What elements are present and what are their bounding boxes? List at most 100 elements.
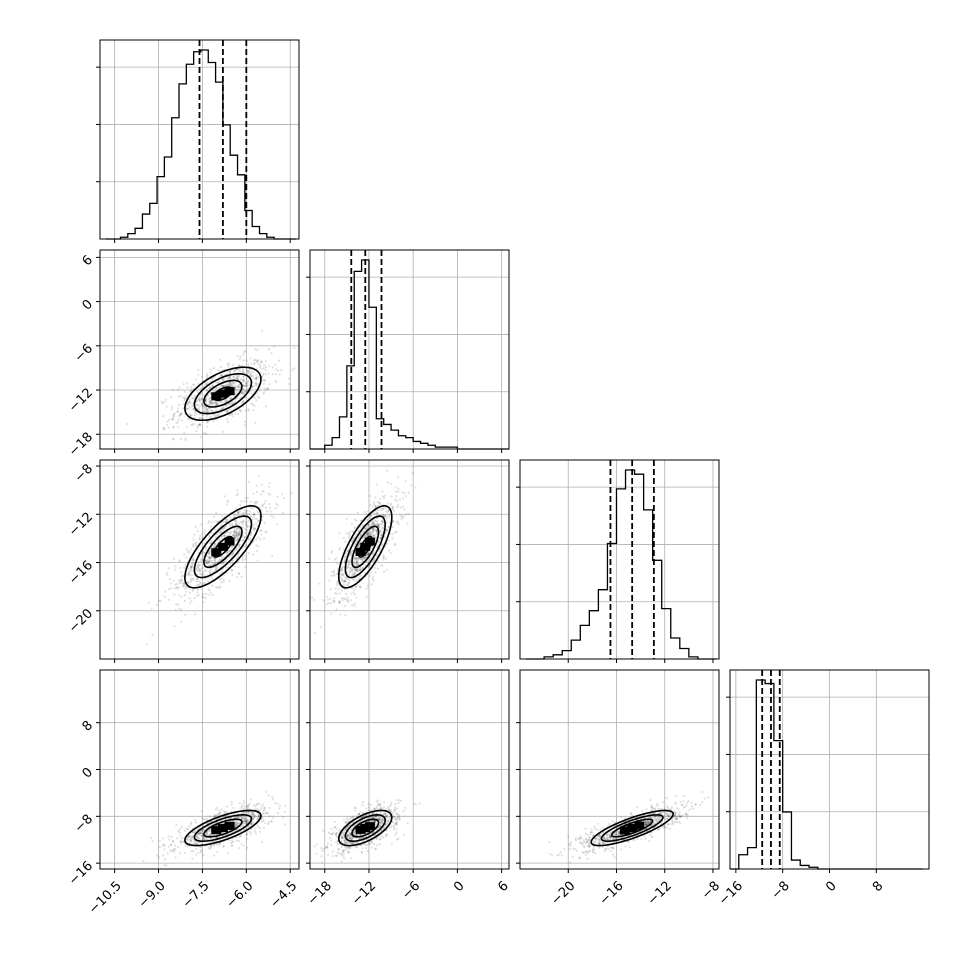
scatter-point [163, 595, 167, 598]
scatter-point [205, 376, 209, 379]
scatter-point [274, 363, 277, 366]
scatter-point [330, 827, 333, 831]
scatter-point [332, 601, 336, 604]
scatter-point [237, 543, 241, 546]
scatter-point [245, 389, 248, 392]
scatter-point [391, 508, 395, 511]
scatter-point [651, 806, 654, 810]
scatter-point [241, 804, 244, 807]
scatter-point [378, 501, 381, 504]
scatter-point [649, 798, 652, 802]
scatter-point [198, 416, 201, 420]
scatter-point [255, 382, 258, 385]
scatter-point [237, 511, 241, 514]
scatter-point [326, 845, 329, 848]
scatter-point [330, 612, 333, 615]
scatter-point [211, 377, 214, 380]
scatter-point [370, 846, 373, 849]
scatter-point [191, 831, 194, 834]
scatter-point [371, 841, 374, 845]
scatter-point [375, 512, 378, 515]
scatter-point [226, 852, 229, 855]
scatter-point [186, 573, 189, 576]
pair-0-3 [142, 790, 287, 867]
scatter-point [252, 811, 255, 814]
scatter-point [352, 573, 355, 576]
scatter-point [220, 808, 223, 811]
scatter-point [190, 569, 193, 572]
scatter-point [188, 551, 191, 554]
scatter-point [206, 409, 210, 412]
scatter-point [214, 544, 217, 547]
scatter-point [347, 584, 350, 587]
scatter-point [375, 523, 378, 526]
scatter-point [198, 837, 201, 841]
scatter-point [227, 362, 230, 365]
scatter-point [404, 513, 408, 516]
scatter-point [393, 498, 396, 501]
scatter-point [350, 550, 353, 553]
scatter-point [253, 527, 256, 530]
scatter-point [332, 569, 336, 573]
scatter-point [204, 397, 207, 400]
scatter-point [202, 407, 206, 410]
scatter-point [216, 520, 219, 523]
scatter-point [267, 348, 271, 351]
scatter-point [351, 836, 355, 839]
scatter-point [258, 389, 261, 392]
scatter-point [672, 821, 675, 824]
scatter-point [347, 563, 351, 566]
scatter-point [225, 418, 228, 421]
scatter-point [606, 837, 609, 841]
scatter-point [206, 831, 209, 834]
scatter-point [381, 520, 384, 523]
scatter-point [352, 578, 355, 581]
scatter-point [217, 414, 220, 417]
scatter-point [356, 834, 359, 837]
scatter-point [205, 559, 208, 562]
scatter-point [216, 566, 219, 569]
scatter-point [207, 587, 210, 590]
scatter-point [324, 846, 328, 849]
scatter-point [246, 819, 249, 823]
scatter-point [237, 565, 240, 569]
scatter-point [178, 581, 181, 584]
scatter-point [200, 573, 203, 576]
scatter-point [200, 552, 204, 555]
scatter-point [341, 832, 344, 835]
scatter-point [197, 368, 200, 371]
scatter-point [189, 406, 192, 409]
scatter-point [344, 580, 347, 583]
scatter-point [325, 846, 329, 849]
scatter-point [233, 535, 237, 538]
scatter-point [233, 530, 236, 534]
scatter-point [252, 553, 255, 556]
scatter-point [218, 358, 222, 361]
scatter-point [338, 548, 341, 551]
scatter-point [209, 399, 212, 403]
scatter-point [395, 820, 398, 823]
scatter-point [241, 380, 245, 384]
scatter-point [255, 359, 258, 362]
scatter-point [357, 812, 361, 816]
scatter-point [209, 557, 212, 560]
scatter-point [267, 492, 270, 495]
scatter-point [666, 810, 669, 814]
scatter-point [190, 580, 193, 583]
scatter-point [196, 832, 200, 835]
scatter-point [255, 802, 258, 805]
scatter-point [243, 384, 247, 387]
scatter-point [248, 374, 252, 377]
scatter-point [258, 830, 262, 833]
scatter-point [162, 427, 165, 430]
scatter-point [262, 382, 265, 385]
scatter-point [237, 531, 240, 535]
scatter-point [200, 835, 204, 838]
scatter-point [291, 368, 294, 371]
scatter-point [231, 412, 234, 415]
scatter-point [334, 825, 337, 829]
scatter-point [384, 494, 387, 497]
scatter-point [150, 607, 153, 610]
scatter-point [180, 837, 184, 840]
scatter-point [254, 528, 258, 531]
